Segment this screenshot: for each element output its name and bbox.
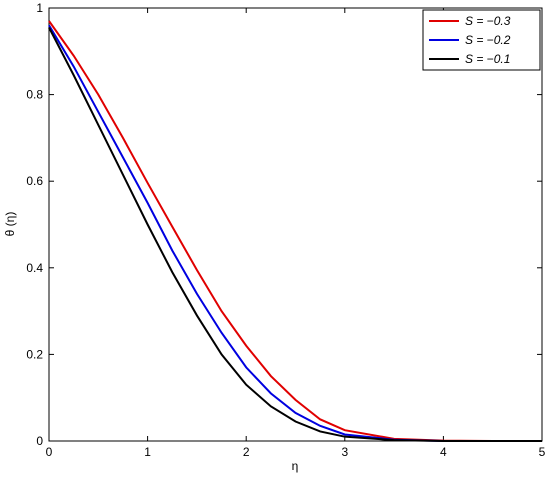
legend: S = −0.3 S = −0.2 S = −0.1 (422, 9, 541, 71)
y-axis-label: θ (η) (3, 212, 17, 237)
series-line (48, 20, 542, 442)
x-tick-label: 4 (440, 445, 447, 459)
y-tick-label: 0.8 (26, 88, 43, 102)
x-tick-label: 1 (144, 445, 151, 459)
x-tick-label: 0 (46, 445, 53, 459)
y-tick-label: 0.4 (26, 261, 43, 275)
x-tick-label: 2 (243, 445, 250, 459)
x-axis-label: η (292, 459, 299, 473)
plot-box (48, 7, 543, 442)
legend-label: S = −0.2 (465, 33, 511, 47)
y-tick-label: 0.2 (26, 347, 43, 361)
series-line (48, 24, 542, 442)
legend-label: S = −0.3 (465, 14, 511, 28)
y-tick-label: 0 (36, 434, 43, 448)
y-tick-label: 1 (36, 1, 43, 15)
series-line (48, 27, 542, 442)
legend-label: S = −0.1 (465, 52, 510, 66)
x-tick-label: 3 (341, 445, 348, 459)
y-tick-label: 0.6 (26, 174, 43, 188)
x-tick-label: 5 (539, 445, 546, 459)
